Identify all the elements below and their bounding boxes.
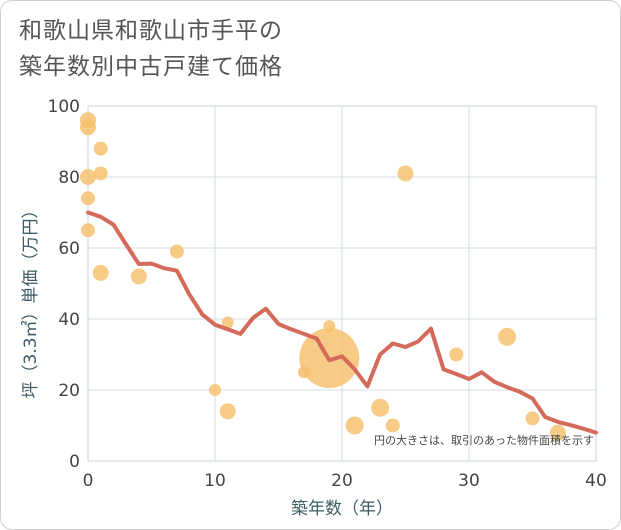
- x-tick-label: 40: [585, 471, 607, 491]
- data-bubble: [92, 264, 109, 281]
- data-bubble: [209, 384, 221, 396]
- x-tick-label: 20: [331, 471, 353, 491]
- x-tick-label: 10: [204, 471, 226, 491]
- data-bubble: [525, 411, 540, 426]
- data-bubble: [80, 169, 96, 185]
- chart-title-line-2: 築年数別中古戸建て価格: [19, 54, 283, 80]
- data-bubble: [93, 141, 108, 156]
- y-tick-label: 100: [48, 97, 80, 117]
- y-axis-ticks: 0 20 40 60 80 100: [48, 97, 80, 472]
- y-tick-label: 0: [69, 452, 80, 472]
- average-line-series: [86, 210, 598, 435]
- y-tick-label: 40: [58, 310, 80, 330]
- x-tick-label: 30: [458, 471, 480, 491]
- y-tick-label: 60: [58, 239, 80, 259]
- data-bubble: [130, 268, 147, 285]
- data-bubble: [371, 398, 390, 417]
- chart-title-line-1: 和歌山県和歌山市手平の: [19, 18, 283, 44]
- data-bubble: [549, 424, 566, 441]
- y-tick-label: 20: [58, 381, 80, 401]
- data-bubble: [498, 327, 517, 346]
- y-axis-label: 坪（3.3㎡）単価（万円）: [21, 201, 41, 398]
- data-bubble: [81, 191, 95, 206]
- data-bubble: [397, 165, 414, 182]
- data-bubble: [345, 416, 364, 435]
- average-price-line: [86, 210, 598, 435]
- data-bubble: [449, 347, 464, 362]
- data-bubble: [81, 223, 95, 238]
- x-tick-label: 0: [83, 471, 94, 491]
- data-bubble: [219, 403, 236, 420]
- data-bubble: [221, 316, 234, 329]
- data-bubble: [80, 119, 96, 136]
- data-bubble: [385, 418, 400, 433]
- y-tick-label: 80: [58, 168, 80, 188]
- bubble-size-note: 円の大きさは、取引のあった物件面積を示す: [374, 433, 594, 447]
- x-axis-ticks: 0 10 20 30 40: [83, 471, 607, 491]
- data-bubble: [169, 244, 184, 259]
- grid-lines: [88, 106, 596, 461]
- chart-title: 和歌山県和歌山市手平の 築年数別中古戸建て価格: [19, 13, 283, 85]
- data-bubble: [93, 166, 108, 181]
- x-axis-label: 築年数（年）: [291, 499, 393, 519]
